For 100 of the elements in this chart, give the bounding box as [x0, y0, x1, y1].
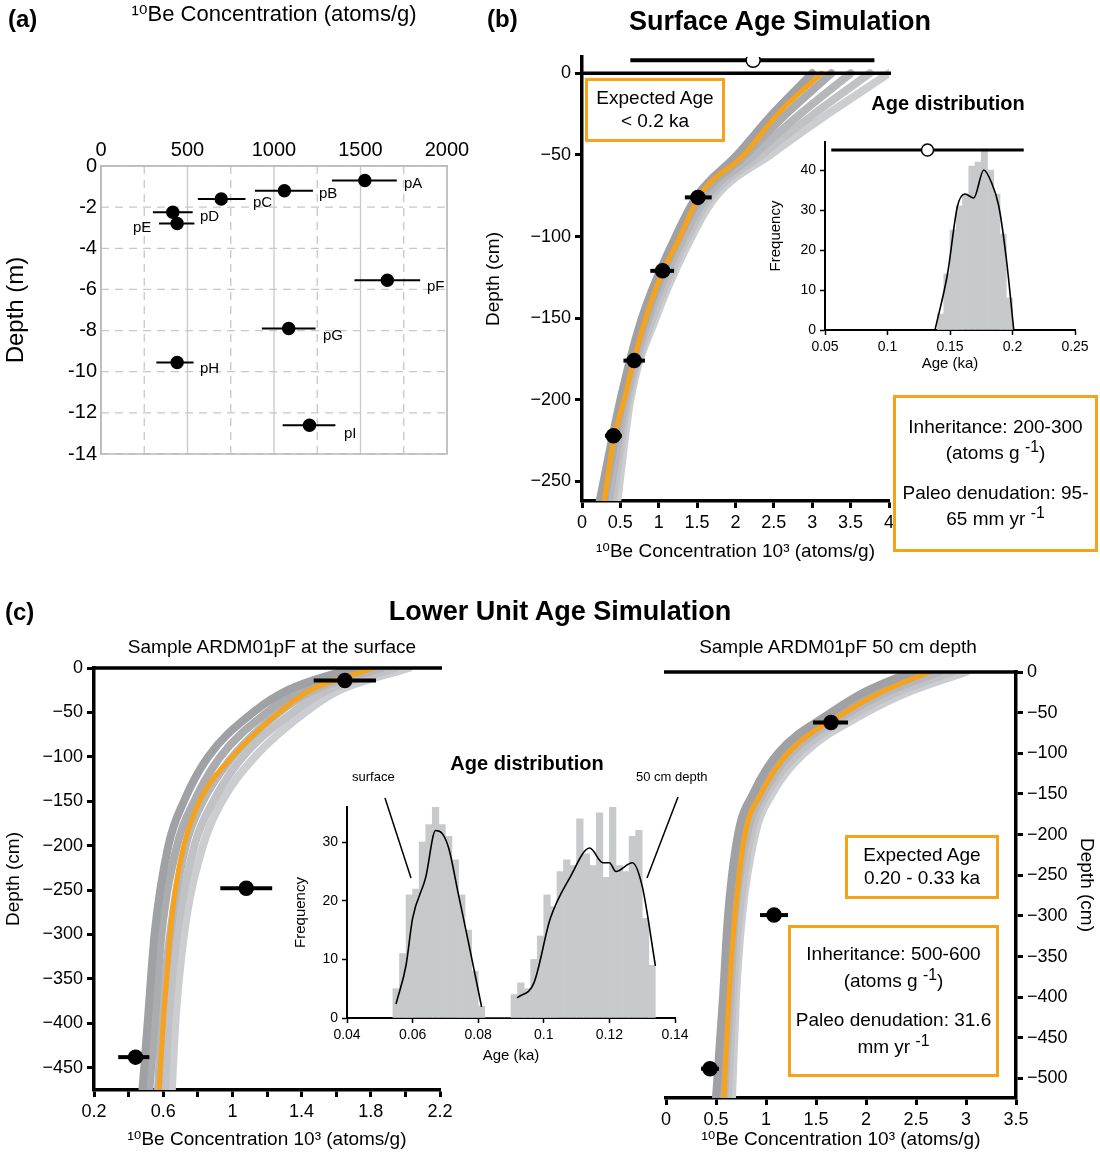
y-tick-label: −400: [42, 1012, 83, 1033]
y-tick-label: −250: [530, 470, 571, 491]
x-tick-label: 0.14: [661, 1026, 689, 1043]
y-tick-label: −200: [530, 388, 571, 409]
y-tick-label: −300: [1027, 904, 1068, 925]
y-axis-title: Depth (cm): [1077, 838, 1099, 932]
x-axis-title: Age (ka): [921, 354, 979, 372]
x-tick-label: 3: [807, 511, 818, 532]
x-tick-label: 0.25: [1061, 338, 1089, 355]
annotation: pI: [344, 424, 357, 442]
y-tick-label: 0: [560, 62, 571, 83]
x-axis-title: ¹⁰Be Concentration (atoms/g): [131, 1, 417, 27]
x-tick-label: 0.2: [1002, 338, 1023, 355]
y-axis-title: Depth (cm): [1, 832, 23, 926]
text-frame: Expected Age 0.20 - 0.33 ka: [845, 835, 999, 899]
annotation: Expected Age 0.20 - 0.33 ka: [862, 844, 982, 890]
y-axis-title: Depth (m): [1, 256, 29, 364]
text: Lower Unit Age Simulation: [388, 596, 732, 628]
text-frame: Inheritance: 500-600 (atoms g $^{-1}$) Paleo denudation: 31.6 mm yr $^{-1}$: [788, 925, 999, 1077]
y-tick-label: −300: [42, 923, 83, 944]
text-frame: Inheritance: 200-300 (atoms g $^{-1}$) Paleo denudation: 95-65 mm yr $^{-1}$: [893, 395, 1098, 552]
y-tick-label: -4: [79, 235, 97, 258]
text: (a): [8, 5, 38, 33]
annotation: Expected Age < 0.2 ka: [595, 87, 715, 133]
x-tick-label: 0: [660, 1108, 672, 1129]
y-tick-label: 30: [800, 200, 817, 217]
annotation: pC: [253, 193, 273, 211]
chart-subtitle: Sample ARDM01pF 50 cm depth: [699, 636, 977, 658]
x-tick-label: 2: [730, 511, 741, 532]
x-tick-label: 1.4: [289, 1100, 315, 1121]
annotation: pG: [323, 326, 344, 344]
annotation: pE: [133, 218, 152, 236]
x-tick-label: 0.5: [703, 1108, 729, 1129]
x-axis-title: ¹⁰Be Concentration 10³ (atoms/g): [127, 1127, 407, 1149]
annotation: pB: [319, 184, 338, 202]
x-tick-label: 3.5: [838, 511, 864, 532]
x-tick-label: 0.06: [398, 1026, 427, 1043]
x-tick-label: 500: [170, 137, 205, 160]
y-tick-label: −450: [1027, 1026, 1068, 1047]
x-tick-label: 1.5: [803, 1108, 829, 1129]
y-tick-label: −350: [42, 967, 83, 988]
y-tick-label: 30: [322, 833, 339, 850]
y-tick-label: 40: [800, 160, 817, 177]
y-tick-label: 20: [322, 891, 339, 908]
y-tick-label: 10: [800, 280, 817, 297]
annotation: pD: [200, 207, 220, 225]
y-tick-label: 20: [800, 240, 817, 257]
x-tick-label: 0.15: [936, 338, 964, 355]
x-tick-label: 1: [227, 1100, 238, 1121]
x-tick-label: 1: [760, 1108, 772, 1129]
y-tick-label: −100: [530, 225, 571, 246]
x-tick-label: 0.2: [81, 1100, 107, 1121]
x-tick-label: 0.08: [464, 1026, 493, 1043]
y-axis-title: Frequency: [291, 876, 309, 948]
annotation: pH: [200, 359, 220, 377]
annotation: surface: [352, 769, 395, 785]
x-tick-label: 2.5: [903, 1108, 929, 1129]
x-axis-title: ¹⁰Be Concentration 10³ (atoms/g): [595, 539, 876, 561]
x-tick-label: 0.1: [534, 1026, 554, 1043]
y-tick-label: 0: [1027, 660, 1038, 681]
y-tick-label: −100: [1027, 742, 1068, 763]
y-axis-title: Frequency: [766, 200, 784, 272]
y-tick-label: −150: [1027, 782, 1068, 803]
x-axis-title: Age (ka): [482, 1046, 540, 1064]
text: (b): [487, 5, 518, 33]
y-tick-label: −50: [540, 143, 571, 164]
y-tick-label: 0: [85, 153, 97, 176]
y-tick-label: 0: [808, 320, 817, 337]
annotation: pF: [427, 277, 445, 295]
x-tick-label: 0: [576, 511, 588, 532]
x-tick-label: 1.8: [358, 1100, 384, 1121]
y-tick-label: -12: [68, 400, 97, 423]
y-tick-label: -8: [79, 318, 97, 341]
text-frame: Expected Age < 0.2 ka: [585, 78, 725, 142]
y-tick-label: −50: [1027, 701, 1058, 722]
y-tick-label: 0: [72, 656, 83, 677]
y-tick-label: -10: [68, 359, 97, 382]
annotation: Paleo denudation: 31.6 mm yr $^{-1}$: [795, 1009, 992, 1059]
y-tick-label: −450: [42, 1056, 83, 1077]
x-tick-label: 4: [883, 511, 895, 532]
y-tick-label: −400: [1027, 986, 1068, 1007]
y-tick-label: 10: [322, 950, 339, 967]
x-tick-label: 1500: [338, 137, 383, 160]
x-tick-label: 1000: [251, 137, 297, 160]
y-tick-label: −350: [1027, 945, 1068, 966]
y-tick-label: 0: [330, 1008, 339, 1025]
x-tick-label: 1.5: [684, 511, 710, 532]
y-tick-label: −100: [42, 745, 83, 766]
x-tick-label: 0.5: [607, 511, 633, 532]
y-tick-label: -6: [79, 276, 97, 299]
chart-title: Age distribution: [871, 92, 1025, 115]
annotation: 50 cm depth: [636, 769, 708, 785]
x-axis-title: ¹⁰Be Concentration 10³ (atoms/g): [701, 1127, 981, 1149]
x-tick-label: 0.1: [877, 338, 898, 355]
y-tick-label: −200: [1027, 823, 1068, 844]
chart-title: Surface Age Simulation: [628, 6, 932, 38]
x-tick-label: 0.12: [595, 1026, 624, 1043]
text: (c): [5, 598, 35, 626]
y-axis-title: Depth (cm): [481, 232, 503, 326]
y-tick-label: −200: [42, 834, 83, 855]
